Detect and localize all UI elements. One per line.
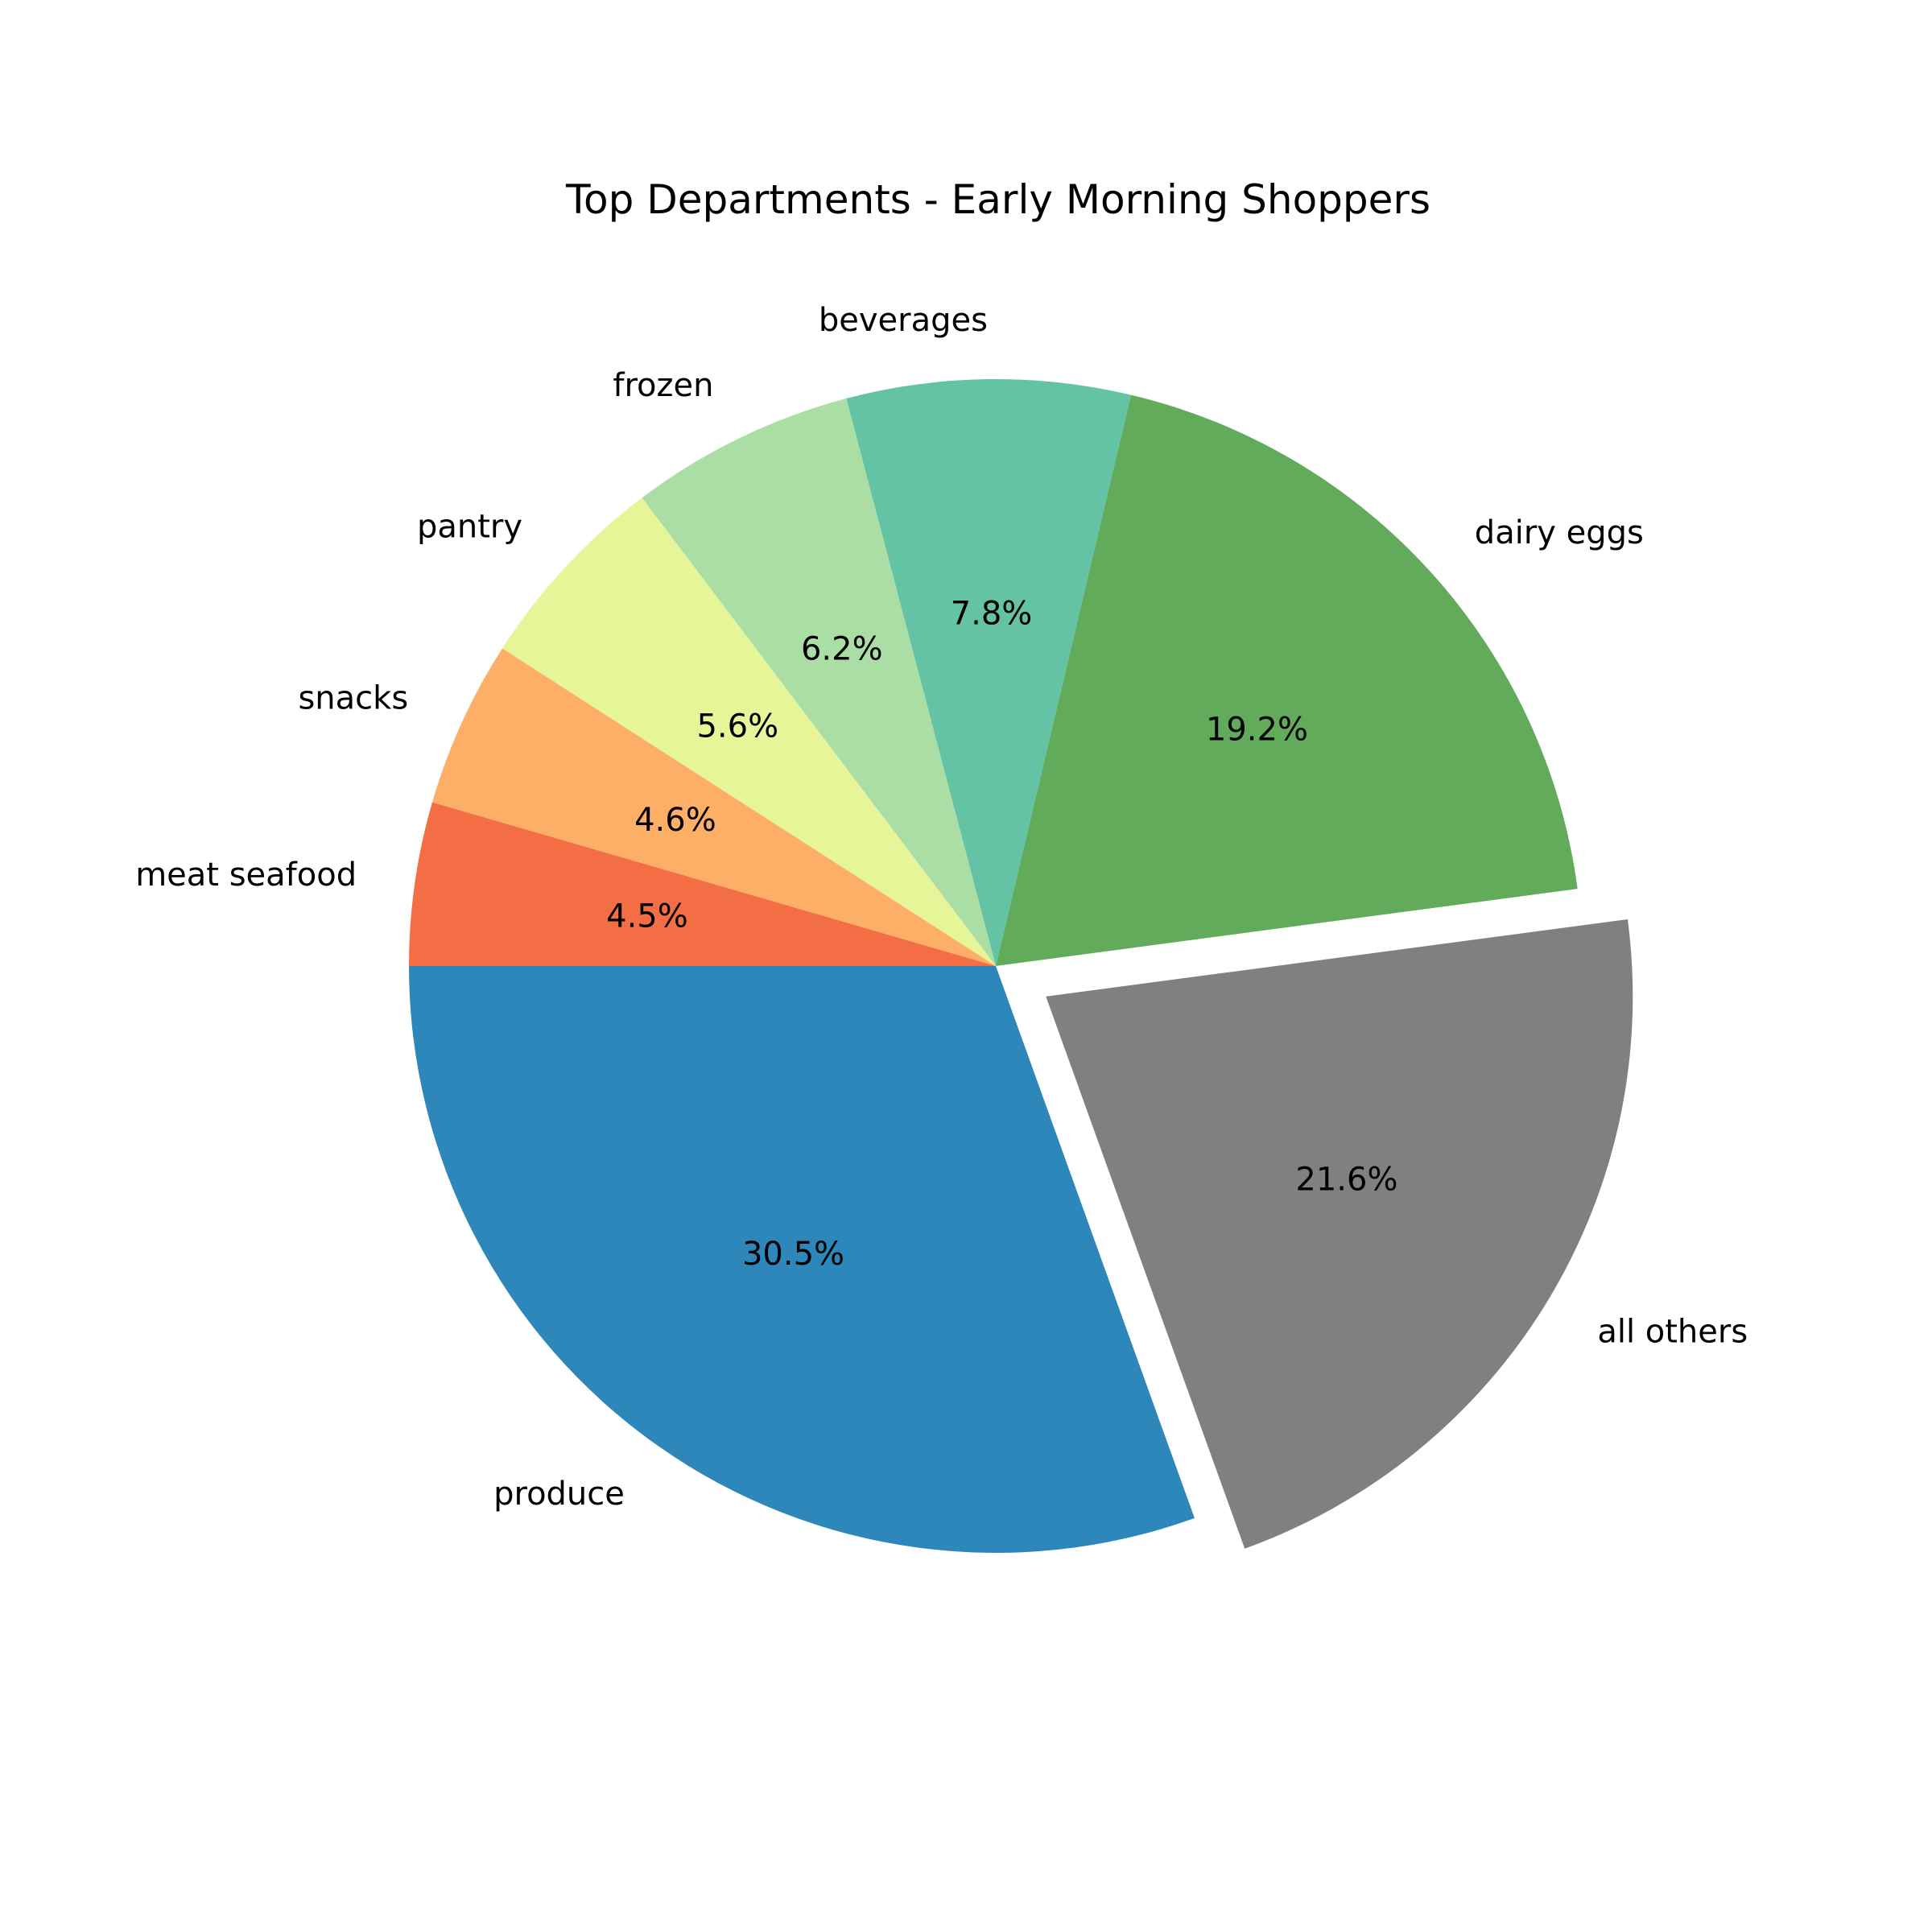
percent-label-beverages: 7.8% bbox=[951, 596, 1033, 633]
percent-label-all-others: 21.6% bbox=[1295, 1161, 1397, 1198]
slice-label-frozen: frozen bbox=[613, 367, 713, 404]
pie-slices bbox=[409, 379, 1633, 1554]
pie-slice-all-others bbox=[1046, 919, 1633, 1549]
percent-label-snacks: 4.6% bbox=[634, 802, 716, 839]
percent-label-dairy-eggs: 19.2% bbox=[1206, 712, 1308, 749]
pie-slice-meat-seafood bbox=[409, 802, 996, 966]
pie-slice-dairy-eggs bbox=[996, 394, 1578, 966]
percent-labels: 30.5% 21.6% 19.2% 7.8% 6.2% 5.6% 4.6% 4.5% bbox=[606, 596, 1397, 1273]
pie-slice-pantry bbox=[502, 497, 996, 966]
percent-label-pantry: 5.6% bbox=[696, 708, 778, 745]
pie-slice-snacks bbox=[431, 648, 996, 966]
slice-label-dairy-eggs: dairy eggs bbox=[1475, 514, 1644, 551]
slice-label-pantry: pantry bbox=[417, 509, 522, 546]
percent-label-produce: 30.5% bbox=[742, 1236, 844, 1273]
pie-slice-produce bbox=[409, 966, 1195, 1554]
percent-label-meat-seafood: 4.5% bbox=[606, 898, 688, 935]
slice-label-beverages: beverages bbox=[819, 302, 988, 339]
slice-label-meat-seafood: meat seafood bbox=[135, 857, 357, 894]
chart-title: Top Departments - Early Morning Shoppers bbox=[565, 176, 1430, 223]
slice-label-produce: produce bbox=[493, 1476, 625, 1513]
pie-slice-frozen bbox=[642, 398, 996, 966]
percent-label-frozen: 6.2% bbox=[801, 631, 883, 668]
slice-labels: produce all others dairy eggs beverages froz… bbox=[135, 302, 1748, 1513]
slice-label-all-others: all others bbox=[1597, 1314, 1748, 1351]
slice-label-snacks: snacks bbox=[298, 680, 408, 717]
pie-slice-beverages bbox=[846, 379, 1131, 966]
